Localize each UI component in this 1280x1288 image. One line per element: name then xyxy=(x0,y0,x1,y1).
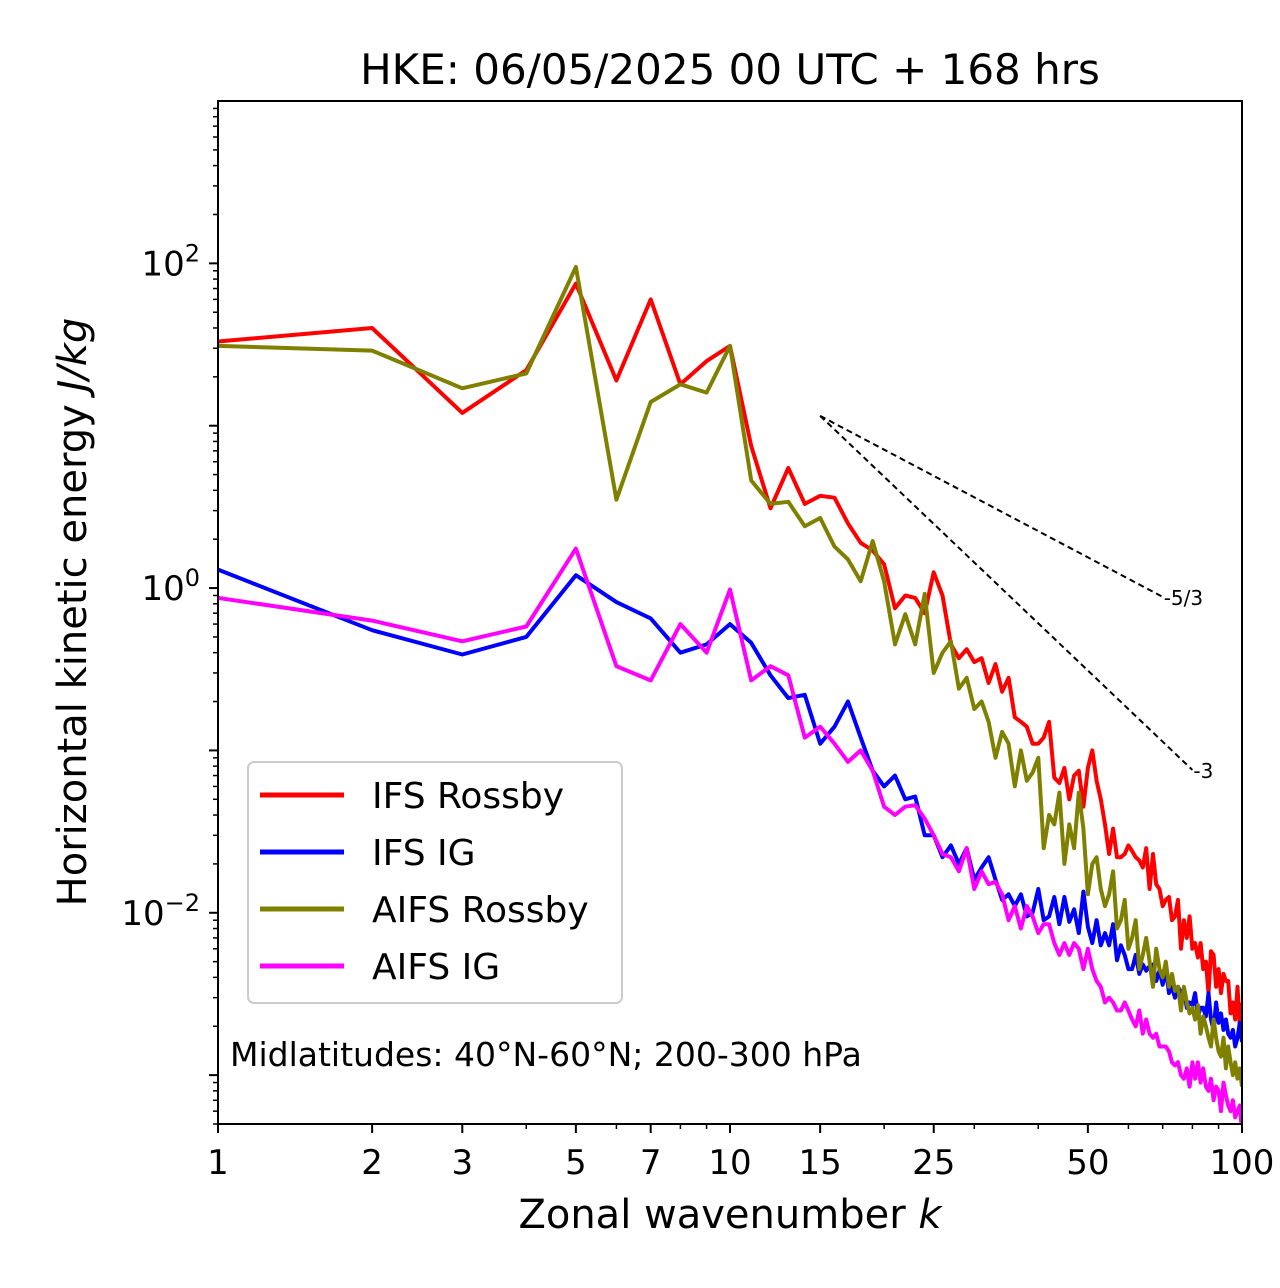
x-tick-label: 25 xyxy=(912,1143,955,1183)
y-tick-label: 100 xyxy=(141,564,200,609)
x-tick-label: 15 xyxy=(799,1143,842,1183)
y-tick-label: 10−2 xyxy=(121,889,200,934)
x-axis-label-var: k xyxy=(918,1192,943,1238)
x-axis-label: Zonal wavenumber k xyxy=(518,1192,943,1238)
x-tick-label: 1 xyxy=(207,1143,229,1183)
x-tick-label: 10 xyxy=(708,1143,751,1183)
reference-line-5-3 xyxy=(819,414,1164,598)
reference-slope-lines: -5/3 -3 xyxy=(819,414,1213,783)
x-tick-label: 50 xyxy=(1066,1143,1109,1183)
series-line-ifs-rossby xyxy=(218,281,1242,1029)
series-line-aifs-ig xyxy=(218,546,1242,1124)
x-axis: 1 2 3 5 7 10 15 25 50 100 xyxy=(207,1124,1274,1183)
reference-label-3: -3 xyxy=(1193,759,1213,783)
legend: IFS Rossby IFS IG AIFS Rossby AIFS IG xyxy=(247,761,623,1004)
legend-label-ifs-ig: IFS IG xyxy=(372,833,476,874)
series-layer xyxy=(218,265,1242,1124)
chart-title: HKE: 06/05/2025 00 UTC + 168 hrs xyxy=(360,45,1100,94)
series-line-ifs-ig xyxy=(218,567,1242,1049)
legend-label-ifs-rossby: IFS Rossby xyxy=(372,776,564,817)
legend-label-aifs-ig: AIFS IG xyxy=(372,947,500,988)
x-tick-label: 100 xyxy=(1210,1143,1275,1183)
legend-label-aifs-rossby: AIFS Rossby xyxy=(372,890,589,931)
x-tick-label: 7 xyxy=(640,1143,662,1183)
reference-label-5-3: -5/3 xyxy=(1164,586,1203,610)
region-annotation: Midlatitudes: 40°N-60°N; 200-300 hPa xyxy=(230,1035,862,1074)
series-line-aifs-rossby xyxy=(218,265,1242,1087)
y-tick-label: 102 xyxy=(141,239,200,284)
reference-line-3 xyxy=(819,415,1194,771)
y-axis: 10−2 100 102 xyxy=(121,107,218,1125)
y-axis-label: Horizontal kinetic energy J/kg xyxy=(50,318,96,907)
x-tick-label: 2 xyxy=(361,1143,383,1183)
y-axis-label-unit: J/kg xyxy=(50,318,96,399)
x-tick-label: 5 xyxy=(565,1143,587,1183)
legend-frame xyxy=(247,761,623,1004)
y-axis-label-text: Horizontal kinetic energy xyxy=(50,404,96,906)
x-tick-label: 3 xyxy=(451,1143,473,1183)
x-axis-label-text: Zonal wavenumber xyxy=(518,1192,906,1238)
